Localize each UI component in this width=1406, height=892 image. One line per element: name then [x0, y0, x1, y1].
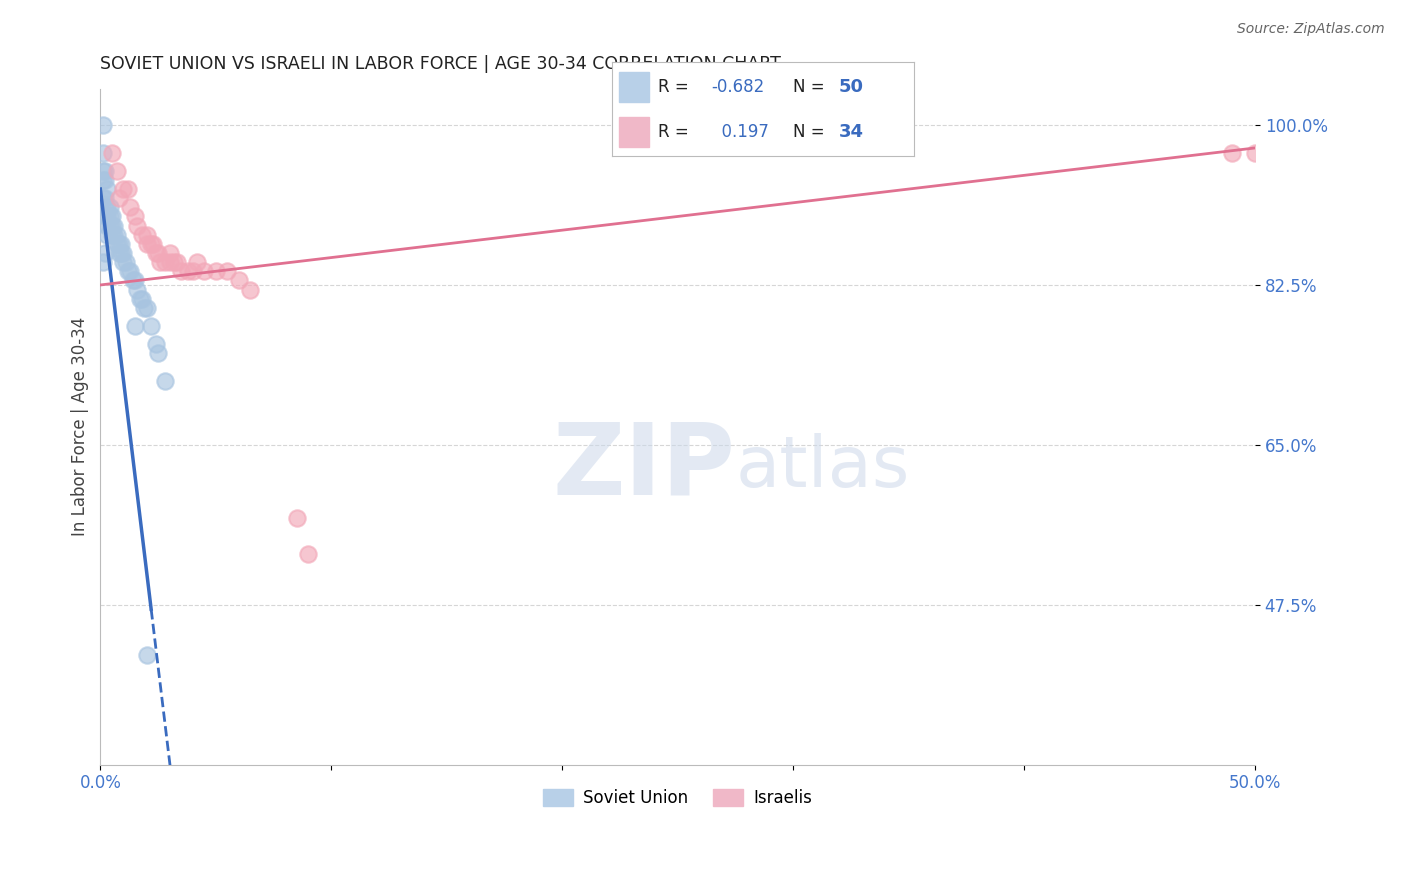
Text: SOVIET UNION VS ISRAELI IN LABOR FORCE | AGE 30-34 CORRELATION CHART: SOVIET UNION VS ISRAELI IN LABOR FORCE |… [100, 55, 782, 73]
Text: -0.682: -0.682 [711, 78, 765, 95]
Point [153, 255, 176, 269]
Point [131, 227, 153, 242]
Point [105, 163, 128, 178]
Point [163, 255, 186, 269]
Point [101, 210, 124, 224]
Text: 50: 50 [838, 78, 863, 95]
Point [135, 236, 157, 251]
Point [124, 273, 146, 287]
Point [117, 264, 139, 278]
Point [146, 346, 169, 360]
Point [94, 200, 117, 214]
Point [112, 255, 135, 269]
Point [110, 236, 132, 251]
Point [94, 210, 117, 224]
Text: Source: ZipAtlas.com: Source: ZipAtlas.com [1237, 22, 1385, 37]
Y-axis label: In Labor Force | Age 30-34: In Labor Force | Age 30-34 [72, 317, 89, 536]
Point [105, 236, 128, 251]
Point [170, 264, 193, 278]
Point [120, 200, 142, 214]
Point [141, 236, 163, 251]
Point [98, 210, 121, 224]
Point [108, 236, 131, 251]
Point [98, 219, 121, 233]
Point [297, 548, 319, 562]
Text: atlas: atlas [735, 433, 910, 501]
Point [142, 236, 165, 251]
Text: 0.197: 0.197 [711, 123, 769, 141]
Point [159, 246, 181, 260]
Point [239, 283, 262, 297]
Point [98, 200, 121, 214]
Point [91, 191, 114, 205]
Point [101, 227, 124, 242]
Point [149, 255, 172, 269]
Point [135, 227, 157, 242]
Point [186, 255, 208, 269]
Point [1220, 145, 1243, 160]
Text: N =: N = [793, 78, 830, 95]
Point [145, 246, 167, 260]
Point [135, 301, 157, 315]
Text: 34: 34 [838, 123, 863, 141]
Point [103, 219, 125, 233]
Point [103, 227, 125, 242]
Point [101, 219, 124, 233]
Point [96, 210, 118, 224]
Point [285, 511, 308, 525]
Point [181, 264, 204, 278]
Point [141, 319, 163, 334]
Point [166, 255, 188, 269]
Text: R =: R = [658, 78, 695, 95]
Text: R =: R = [658, 123, 695, 141]
Point [94, 191, 117, 205]
Point [124, 210, 146, 224]
Point [127, 283, 149, 297]
Point [124, 319, 146, 334]
Point [121, 273, 143, 287]
Point [96, 182, 118, 196]
Point [108, 191, 131, 205]
FancyBboxPatch shape [619, 72, 650, 102]
Point [101, 145, 124, 160]
Point [105, 227, 128, 242]
Text: N =: N = [793, 123, 830, 141]
Point [193, 264, 215, 278]
Point [159, 255, 181, 269]
Point [127, 219, 149, 233]
Point [177, 264, 200, 278]
Point [110, 246, 132, 260]
Point [146, 246, 169, 260]
Point [96, 200, 118, 214]
Point [128, 292, 150, 306]
Point [91, 145, 114, 160]
Point [120, 264, 142, 278]
Point [96, 227, 118, 242]
Point [204, 264, 226, 278]
Point [217, 264, 239, 278]
Point [134, 301, 156, 315]
Point [96, 219, 118, 233]
Point [94, 163, 117, 178]
Point [131, 292, 153, 306]
Point [94, 246, 117, 260]
Text: ZIP: ZIP [553, 418, 735, 516]
Point [153, 374, 176, 388]
Point [1244, 145, 1267, 160]
Point [91, 173, 114, 187]
Point [91, 255, 114, 269]
Legend: Soviet Union, Israelis: Soviet Union, Israelis [537, 782, 818, 814]
Point [94, 173, 117, 187]
Point [112, 246, 135, 260]
Point [135, 648, 157, 662]
Point [91, 163, 114, 178]
Point [112, 182, 135, 196]
Point [114, 255, 136, 269]
Point [145, 337, 167, 351]
Point [91, 118, 114, 132]
FancyBboxPatch shape [619, 117, 650, 147]
Point [117, 182, 139, 196]
Point [228, 273, 250, 287]
Point [108, 246, 131, 260]
